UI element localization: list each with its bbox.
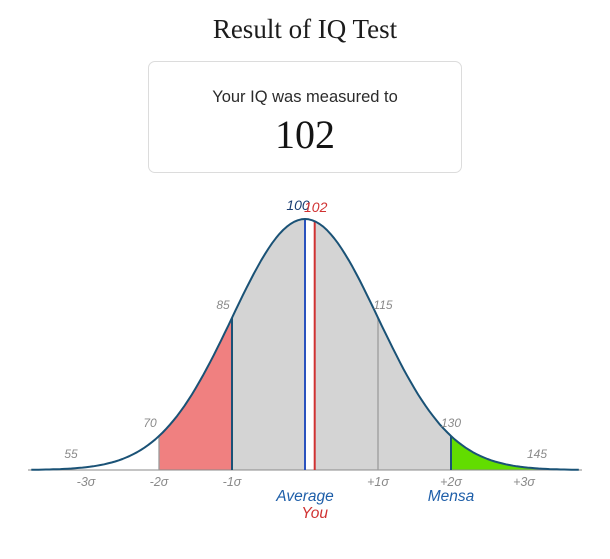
marker-label-115: 115 [373, 298, 392, 312]
marker-label-85: 85 [216, 298, 230, 312]
result-message: Your IQ was measured to [212, 88, 398, 106]
axis-tick-label-3: +1σ [367, 475, 389, 489]
axis-tick-label-1: -2σ [150, 475, 169, 489]
annotation-average: Average [275, 488, 334, 505]
curve-outline [31, 218, 579, 471]
marker-label-70: 70 [143, 416, 157, 430]
axis-tick-label-4: +2σ [440, 475, 462, 489]
axis-tick-label-5: +3σ [513, 475, 535, 489]
region-mensa-band [451, 436, 579, 470]
iq-value: 102 [275, 112, 335, 157]
region-average-band [232, 219, 451, 470]
region-you-gap-band [305, 219, 315, 470]
axis-tick-label-0: -3σ [77, 475, 96, 489]
annotation-you: You [301, 505, 328, 522]
page-title: Result of IQ Test [212, 14, 398, 44]
marker-label-145: 145 [527, 447, 547, 461]
axis-tick-label-2: -1σ [223, 475, 242, 489]
annotation-mensa: Mensa [428, 488, 475, 505]
marker-label-100: 100 [286, 197, 310, 213]
marker-label-55: 55 [64, 447, 78, 461]
marker-label-102: 102 [304, 199, 328, 215]
marker-label-130: 130 [441, 416, 461, 430]
result-card: Your IQ was measured to 102 [148, 61, 462, 173]
bell-curve-chart: 55 70 85 100 102 115 130 145 -3σ -2σ -1σ +1σ +2σ +3σ A… [0, 189, 610, 539]
